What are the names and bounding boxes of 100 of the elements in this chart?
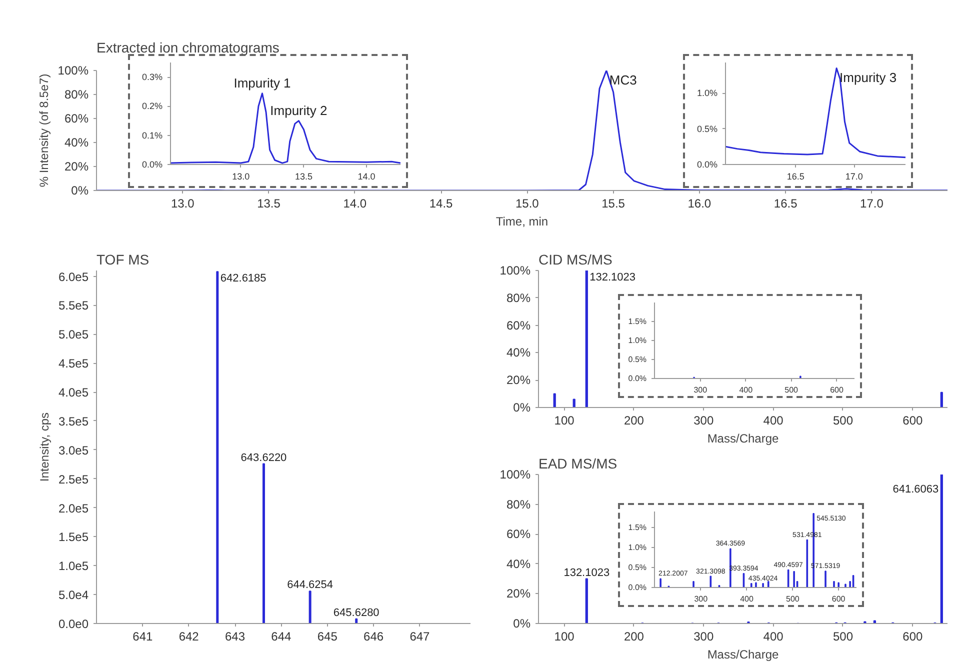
x-tick-label: 643 [225,630,246,644]
y-tick-label: 0.5% [628,355,646,364]
y-axis-title: Intensity, cps [37,412,52,482]
y-tick-label: 0.0% [142,160,162,170]
x-tick-label: 400 [739,386,754,394]
x-tick-label: 13.5 [257,196,281,210]
x-axis-title: Mass/Charge [707,432,780,446]
x-tick-label: 13.5 [294,172,312,182]
x-tick-label: 500 [784,386,799,394]
annotation: Impurity 3 [840,70,897,86]
y-tick-label: 1.0% [628,336,646,345]
x-tick-label: 600 [830,386,844,394]
y-tick-label: 0% [71,184,89,198]
y-tick-label: 4.0e5 [58,386,89,400]
x-tick-label: 300 [694,414,714,428]
y-tick-label: 80% [506,290,531,305]
x-tick-label: 100 [554,630,575,644]
y-tick-label: 80% [64,88,89,102]
annotation: 641.6063 [892,484,939,496]
x-tick-label: 600 [832,594,846,604]
y-tick-label: 5.0e5 [58,328,89,342]
x-tick-label: 646 [364,630,384,644]
y-tick-label: 1.0e5 [58,559,89,574]
y-tick-label: 0% [513,400,531,414]
x-tick-label: 400 [740,594,754,604]
x-tick-label: 644 [271,630,292,644]
chart-title: Extracted ion chromatograms [96,40,280,56]
x-tick-label: 300 [694,594,708,604]
x-tick-label: 400 [763,414,784,428]
y-tick-label: 100% [500,264,531,278]
chart-title: CID MS/MS [538,252,612,268]
y-tick-label: 5.5e5 [58,298,89,313]
x-tick-label: 641 [132,630,154,644]
annotation: MC3 [609,72,637,88]
y-tick-label: 0.0% [696,160,718,170]
x-tick-label: 300 [694,386,708,394]
x-tick-label: 500 [832,414,854,428]
y-tick-label: 1.5% [628,523,646,532]
y-tick-label: 0.0e0 [58,617,89,631]
x-tick-label: 16.5 [786,172,804,182]
y-tick-label: 80% [506,497,531,512]
annotation: 644.6254 [287,579,334,592]
y-tick-label: 1.5e5 [58,530,89,544]
annotation: 643.6220 [240,452,287,464]
x-tick-label: 100 [554,414,575,428]
annotation: Impurity 1 [234,75,291,90]
y-tick-label: 0.1% [142,130,162,140]
y-tick-label: 60% [506,527,531,542]
x-tick-label: 642 [178,630,200,644]
y-tick-label: 100% [58,64,89,78]
x-tick-label: 17.0 [845,172,863,182]
y-tick-label: 20% [506,373,531,388]
x-tick-label: 13.0 [170,196,195,210]
x-tick-label: 17.0 [860,196,884,210]
chart-title: TOF MS [96,252,150,268]
x-tick-label: 400 [763,630,784,644]
x-tick-label: 645 [317,630,338,644]
y-tick-label: 1.0% [628,543,646,552]
x-tick-label: 600 [902,630,923,644]
x-tick-label: 200 [624,414,644,428]
x-tick-label: 14.0 [358,172,376,182]
annotation: Impurity 2 [270,102,328,118]
y-tick-label: 0.0% [628,374,646,383]
y-tick-label: 20% [506,586,531,601]
chart-title: EAD MS/MS [538,456,618,472]
y-tick-label: 40% [506,346,531,360]
x-tick-label: 647 [410,630,430,644]
y-tick-label: 4.5e5 [58,356,89,371]
y-axis-title: % Intensity (of 8.5e7) [36,74,51,188]
y-tick-label: 40% [64,136,89,150]
annotation: 132.1023 [564,566,610,579]
y-tick-label: 2.5e5 [58,472,89,486]
x-tick-label: 200 [624,630,644,644]
y-tick-label: 5.0e4 [58,588,89,602]
x-tick-label: 600 [902,414,923,428]
x-tick-label: 15.0 [515,196,540,210]
annotation: 645.6280 [333,606,380,619]
y-tick-label: 0.5% [696,124,718,134]
x-tick-label: 300 [694,630,714,644]
x-axis-title: Mass/Charge [707,648,780,662]
y-tick-label: 0.0% [628,583,646,592]
y-tick-label: 3.0e5 [58,443,89,458]
x-tick-label: 14.0 [343,196,367,210]
y-tick-label: 40% [506,556,531,571]
y-tick-label: 100% [500,468,531,482]
annotation: 642.6185 [220,272,266,285]
x-tick-label: 500 [786,594,800,604]
x-tick-label: 16.5 [774,196,798,210]
y-tick-label: 0.3% [142,72,162,82]
y-tick-label: 0.2% [142,101,162,112]
x-tick-label: 13.0 [232,172,250,182]
y-tick-label: 3.5e5 [58,414,89,428]
y-tick-label: 0% [513,616,531,630]
y-tick-label: 0.5% [628,563,646,572]
x-axis-title: Time, min [496,214,548,228]
y-tick-label: 6.0e5 [58,270,89,284]
x-tick-label: 15.5 [602,196,626,210]
y-tick-label: 2.0e5 [58,501,89,516]
y-tick-label: 60% [506,318,531,332]
x-tick-label: 14.5 [429,196,454,210]
